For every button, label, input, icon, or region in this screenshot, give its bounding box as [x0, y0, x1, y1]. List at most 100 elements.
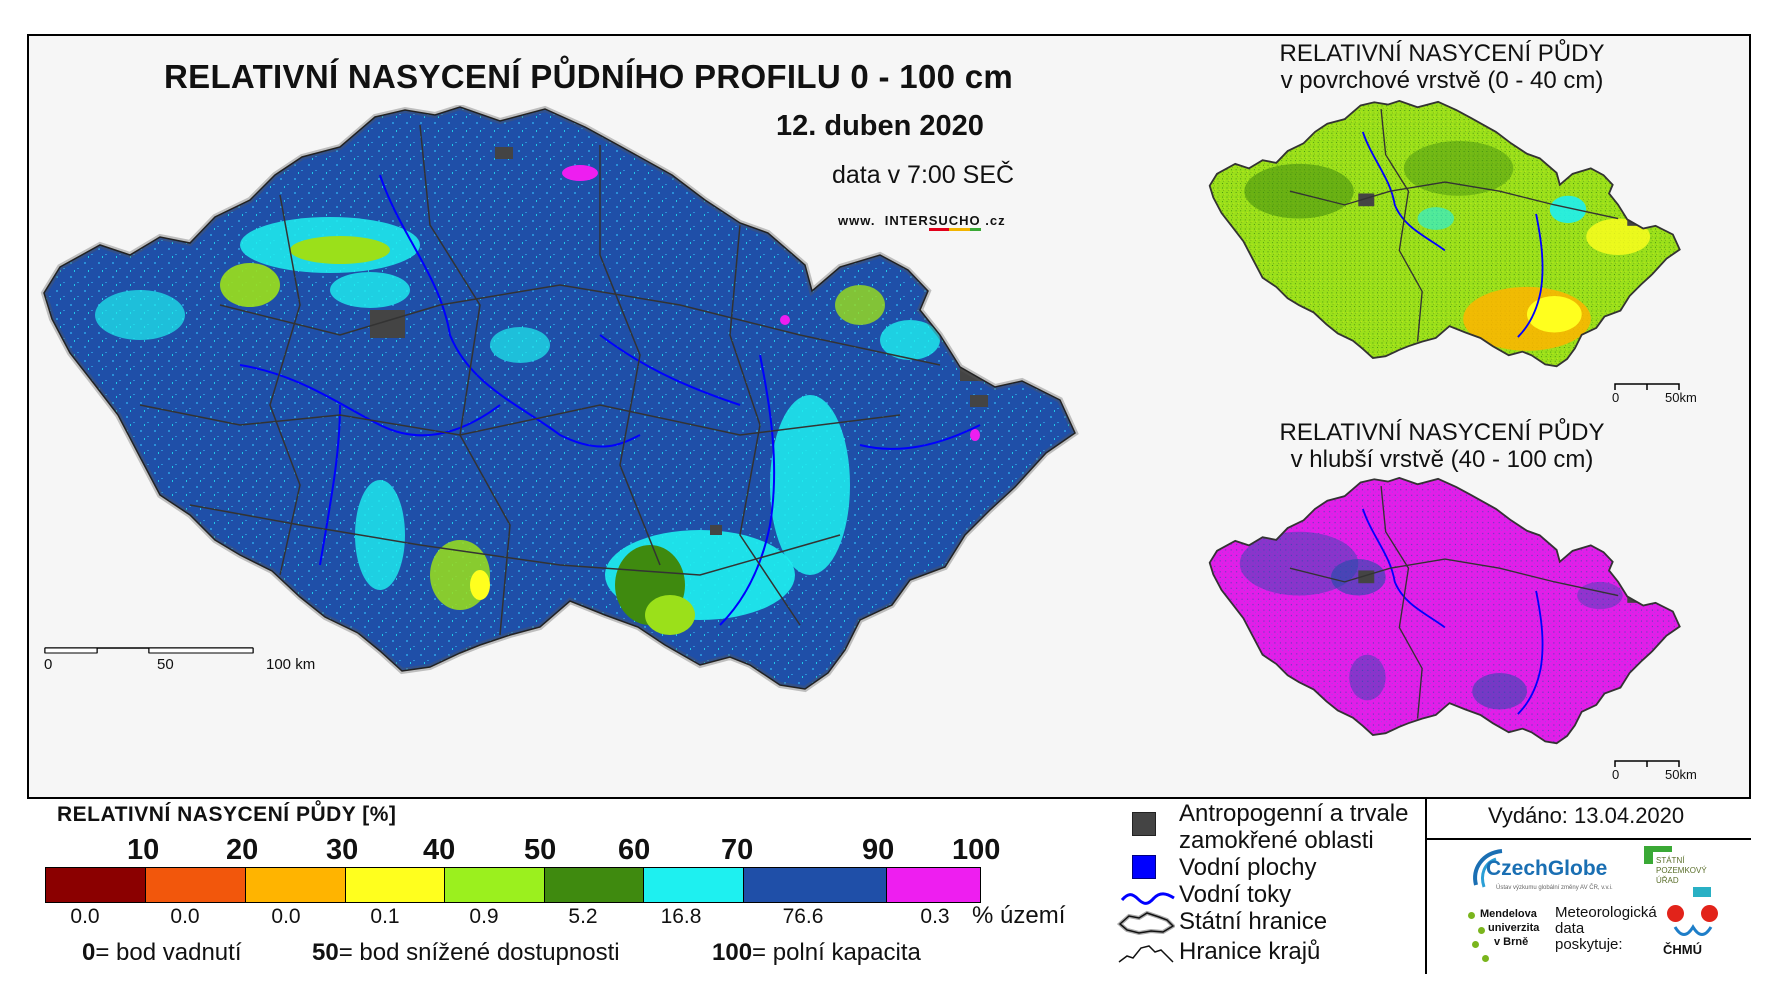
legend-divider	[1425, 797, 1427, 974]
anthropogenic-label-2: zamokřené oblasti	[1179, 827, 1374, 854]
main-map	[40, 105, 1190, 785]
anthropogenic-label-1: Antropogenní a trvale	[1179, 800, 1409, 827]
mendelu-text-3: v Brně	[1494, 936, 1529, 948]
pct-bin-90-100: 0.3	[920, 905, 950, 928]
chmu-circle-1-icon	[1667, 905, 1684, 922]
threshold-50: 50	[524, 834, 557, 866]
def-wilting-point: 0= bod vadnutí	[82, 939, 241, 967]
rivers-label: Vodní toky	[1179, 881, 1292, 908]
intersucho-url[interactable]: www. INTERSUCHO .cz	[838, 213, 1006, 231]
pct-unit-label: % území	[972, 902, 1066, 929]
river-icon	[1120, 892, 1175, 905]
meteo-text-2: data	[1555, 920, 1585, 937]
czechglobe-logo[interactable]: CzechGlobe Ústav výzkumu globální změny …	[1466, 845, 1616, 903]
czechglobe-subtitle: Ústav výzkumu globální změny AV ČR, v.v.…	[1496, 885, 1613, 891]
water-bodies-label: Vodní plochy	[1179, 854, 1317, 881]
main-scale-label-50: 50	[157, 656, 174, 673]
issued-divider	[1425, 838, 1751, 840]
bottom-scale-label-50: 50km	[1665, 767, 1697, 782]
def-reduced-availability: 50= bod snížené dostupnosti	[312, 939, 620, 967]
legend-bin-70-90	[744, 868, 887, 902]
bottom-map	[1208, 477, 1681, 745]
region-border-label: Hranice krajů	[1179, 938, 1321, 965]
top-map-title: RELATIVNÍ NASYCENÍ PŮDY v povrchové vrst…	[1212, 40, 1672, 94]
url-part-a: INTER	[884, 213, 929, 228]
meteo-text-1: Meteorologická	[1555, 904, 1657, 921]
legend-bin-20-30	[246, 868, 346, 902]
chmu-wave-icon	[1673, 924, 1713, 936]
pct-bin-70-90: 76.6	[782, 905, 824, 928]
mendelu-dot-2-icon	[1478, 927, 1485, 934]
pct-bin-60-70: 16.8	[660, 905, 702, 928]
threshold-90: 90	[862, 834, 895, 866]
bottom-scale-label-0: 0	[1612, 767, 1620, 782]
pct-bin-10-20: 0.0	[170, 905, 200, 928]
chmu-name: ČHMÚ	[1663, 942, 1702, 957]
data-time: data v 7:00 SEČ	[832, 161, 1015, 189]
top-scale-label-0: 0	[1612, 390, 1620, 405]
region-border-icon	[1118, 945, 1174, 963]
mendelu-text-2: univerzita	[1488, 922, 1540, 934]
spu-text-3: ÚŘAD	[1656, 876, 1679, 885]
url-part-b: SU	[928, 213, 949, 231]
state-border-label: Státní hranice	[1179, 908, 1328, 935]
mendelu-dot-1-icon	[1468, 912, 1475, 919]
threshold-20: 20	[226, 834, 259, 866]
meteo-text-3: poskytuje:	[1555, 936, 1623, 953]
bottom-map-title-line2: v hlubší vrstvě (40 - 100 cm)	[1290, 446, 1594, 473]
legend-bin-30-40	[346, 868, 445, 902]
top-scale-bar	[1614, 383, 1680, 390]
czechglobe-name: CzechGlobe	[1486, 857, 1608, 880]
anthropogenic-swatch	[1132, 812, 1156, 836]
def-wilting-text: = bod vadnutí	[95, 939, 242, 966]
main-scale-label-0: 0	[44, 656, 53, 673]
def-reduced-num: 50	[312, 939, 339, 966]
spu-mark-icon	[1644, 846, 1672, 864]
legend-bin-60-70	[644, 868, 744, 902]
mendelu-logo[interactable]: Mendelova univerzita v Brně	[1468, 908, 1546, 964]
mendelu-dot-4-icon	[1482, 955, 1489, 962]
top-map	[1208, 100, 1681, 368]
state-border-icon	[1117, 910, 1175, 936]
legend-bin-90-100	[887, 868, 980, 902]
chmu-logo[interactable]: ČHMÚ	[1663, 887, 1723, 967]
pct-bin-50-60: 5.2	[568, 905, 598, 928]
legend-bin-40-50	[445, 868, 545, 902]
def-field-capacity: 100= polní kapacita	[712, 939, 921, 967]
pct-bin-40-50: 0.9	[469, 905, 499, 928]
url-part-d: O	[969, 213, 981, 231]
legend-bin-10-20	[146, 868, 246, 902]
issued-date: Vydáno: 13.04.2020	[1488, 803, 1685, 828]
meteo-data-text: Meteorologická data poskytuje:	[1555, 905, 1657, 953]
water-body-swatch	[1132, 855, 1156, 879]
page-title: RELATIVNÍ NASYCENÍ PŮDNÍHO PROFILU 0 - 1…	[164, 58, 1014, 95]
bottom-map-title-line1: RELATIVNÍ NASYCENÍ PŮDY	[1279, 419, 1605, 446]
url-part-c: CH	[948, 213, 970, 231]
mendelu-text-1: Mendelova	[1480, 908, 1537, 920]
top-map-title-line1: RELATIVNÍ NASYCENÍ PŮDY	[1279, 40, 1605, 67]
chmu-square-icon	[1693, 887, 1711, 897]
top-scale-label-50: 50km	[1665, 390, 1697, 405]
legend-title: RELATIVNÍ NASYCENÍ PŮDY [%]	[57, 803, 397, 826]
pct-bin-30-40: 0.1	[370, 905, 400, 928]
legend-bin-50-60	[545, 868, 644, 902]
url-prefix: www.	[838, 213, 876, 228]
spu-text-1: STÁTNÍ	[1656, 856, 1685, 865]
legend-bin-0-10	[46, 868, 146, 902]
threshold-100: 100	[952, 834, 1001, 866]
czechglobe-arc-icon	[1473, 849, 1503, 888]
def-wilting-num: 0	[82, 939, 96, 966]
chmu-circle-2-icon	[1701, 905, 1718, 922]
def-field-text: = polní kapacita	[752, 939, 921, 966]
threshold-30: 30	[326, 834, 359, 866]
spu-text-2: POZEMKOVÝ	[1656, 866, 1707, 875]
legend-color-bar	[45, 867, 981, 903]
spu-logo[interactable]: STÁTNÍ POZEMKOVÝ ÚŘAD	[1644, 846, 1734, 896]
url-suffix: .cz	[985, 213, 1006, 228]
threshold-70: 70	[721, 834, 754, 866]
map-date: 12. duben 2020	[776, 110, 984, 142]
pct-bin-0-10: 0.0	[70, 905, 100, 928]
threshold-40: 40	[423, 834, 456, 866]
mendelu-dot-3-icon	[1472, 941, 1479, 948]
threshold-60: 60	[618, 834, 651, 866]
